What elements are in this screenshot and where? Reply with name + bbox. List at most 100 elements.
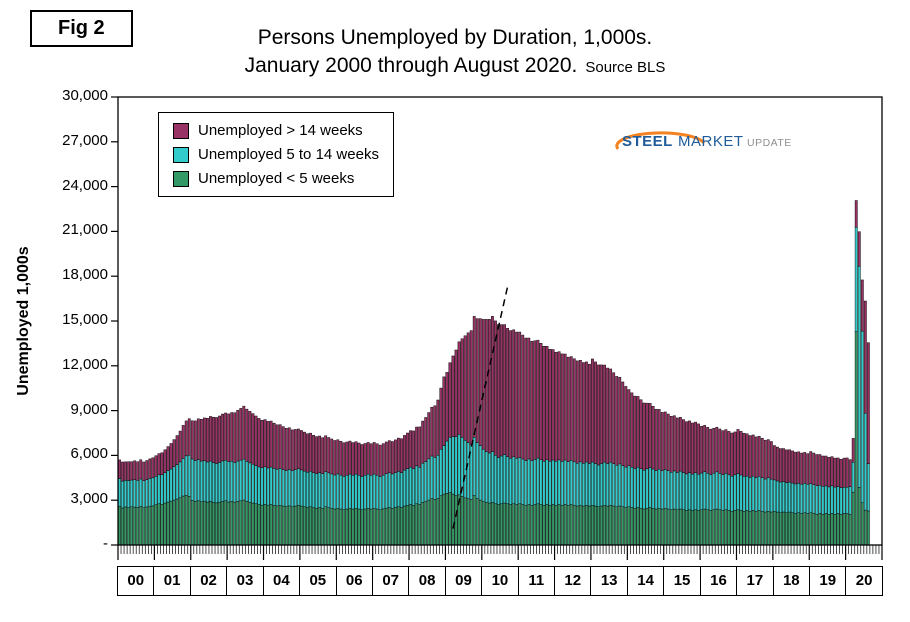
bar-segment — [818, 513, 822, 546]
bar-segment — [554, 505, 558, 546]
bar-segment — [694, 509, 697, 546]
bar-segment — [806, 453, 810, 485]
bar-segment — [812, 513, 816, 546]
bar-segment — [293, 505, 297, 546]
bar-segment — [127, 507, 131, 546]
bar-segment — [512, 456, 516, 505]
bar-segment — [842, 457, 846, 488]
bar-segment — [260, 504, 264, 546]
bar-segment — [491, 451, 494, 503]
bar-segment — [412, 430, 415, 469]
bar-segment — [666, 470, 670, 510]
bar-segment — [481, 319, 485, 450]
bar-segment — [275, 424, 279, 470]
bar-segment — [612, 505, 616, 546]
bar-segment — [788, 511, 791, 546]
bar-segment — [503, 454, 506, 504]
y-axis-tick-label: 3,000 — [70, 490, 108, 508]
bar-segment — [654, 409, 658, 471]
bar-segment — [157, 453, 161, 476]
bar-segment — [424, 417, 428, 462]
bar-segment — [836, 486, 840, 514]
bar-segment — [281, 426, 285, 470]
bar-segment — [715, 426, 719, 473]
bar-segment — [754, 436, 758, 478]
bar-segment — [797, 483, 801, 513]
bar-segment — [230, 412, 234, 462]
bar-segment — [463, 497, 467, 546]
bar-segment — [348, 473, 352, 509]
legend-swatch — [173, 170, 189, 187]
bar-segment — [460, 437, 464, 497]
bar-segment — [518, 503, 522, 546]
bar-segment — [342, 476, 346, 510]
bar-segment — [460, 496, 464, 546]
bar-segment — [575, 505, 579, 546]
bar-segment — [433, 405, 437, 458]
bar-segment — [190, 420, 194, 460]
bar-segment — [172, 499, 176, 546]
bar-segment — [785, 482, 788, 513]
bar-segment — [757, 510, 761, 546]
x-axis-year-label: 14 — [626, 566, 665, 596]
bar-segment — [160, 504, 164, 546]
bar-segment — [866, 510, 870, 546]
trend-annotation-line — [452, 286, 509, 529]
bar-segment — [157, 503, 161, 546]
bar-segment — [660, 470, 664, 510]
bar-segment — [157, 474, 161, 505]
bar-segment — [712, 472, 716, 510]
bar-segment — [212, 416, 215, 463]
bar-segment — [554, 460, 558, 506]
bar-segment — [124, 461, 127, 481]
bar-segment — [678, 508, 682, 546]
bar-segment — [357, 442, 361, 476]
bar-segment — [603, 364, 606, 463]
bar-segment — [597, 364, 600, 466]
bar-segment — [715, 508, 719, 546]
bar-segment — [748, 477, 752, 512]
bar-segment — [630, 507, 634, 546]
bar-segment — [457, 434, 461, 496]
bar-segment — [560, 353, 564, 462]
bar-segment — [187, 418, 191, 456]
bar-segment — [342, 509, 346, 546]
bar-segment — [296, 505, 300, 546]
bar-segment — [542, 460, 546, 506]
bar-segment — [833, 486, 837, 515]
bar-segment — [721, 430, 725, 475]
bar-segment — [318, 507, 322, 546]
bar-segment — [160, 452, 164, 475]
bar-segment — [309, 506, 312, 546]
bar-segment — [524, 505, 528, 546]
bar-segment — [145, 506, 149, 546]
bar-segment — [433, 457, 437, 500]
bar-segment — [148, 458, 152, 479]
bar-segment — [330, 438, 334, 475]
bar-segment — [685, 421, 688, 475]
bar-segment — [636, 396, 640, 468]
y-axis-tick-label: 15,000 — [62, 311, 108, 328]
bar-segment — [254, 503, 258, 546]
bar-segment — [360, 509, 364, 546]
bar-segment — [630, 392, 634, 468]
bar-segment — [788, 481, 791, 513]
bar-segment — [651, 468, 655, 509]
bar-segment — [830, 513, 834, 546]
bar-segment — [281, 469, 285, 507]
legend-label: Unemployed > 14 weeks — [198, 122, 363, 139]
x-axis-year-label: 04 — [262, 566, 301, 596]
bar-segment — [503, 502, 506, 546]
bar-segment — [448, 492, 452, 546]
bar-segment — [539, 504, 543, 546]
x-axis-year-label: 19 — [809, 566, 847, 596]
bar-segment — [181, 458, 185, 497]
bar-segment — [430, 498, 434, 546]
bar-segment — [506, 503, 509, 546]
y-axis-tick-label: 12,000 — [62, 355, 108, 373]
bar-segment — [763, 511, 767, 546]
bar-segment — [324, 506, 328, 546]
bar-segment — [412, 505, 415, 546]
bar-segment — [227, 461, 231, 503]
bar-segment — [824, 455, 828, 487]
